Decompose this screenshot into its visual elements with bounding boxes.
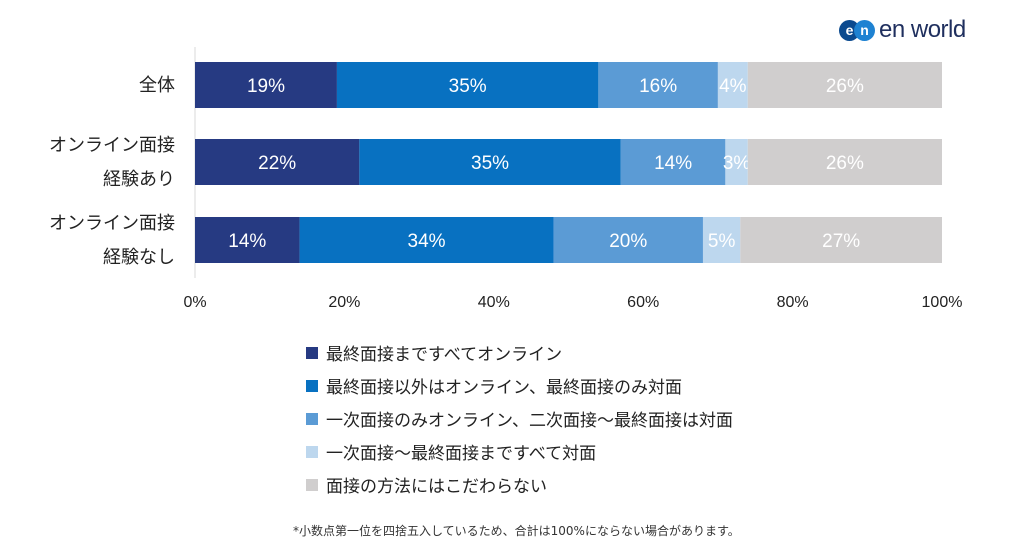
bar-segment [195, 139, 360, 185]
bar-segment [299, 217, 554, 263]
legend-label: 一次面接～最終面接まですべて対面 [326, 444, 597, 464]
bar-segment [359, 139, 621, 185]
data-label: 26% [826, 76, 864, 97]
x-tick-label: 100% [922, 294, 963, 311]
data-label: 34% [408, 231, 446, 252]
data-label: 5% [708, 231, 736, 252]
bar-segment [336, 62, 599, 108]
bar-segment [598, 62, 718, 108]
bar-segment [553, 217, 703, 263]
footnote: *小数点第一位を四捨五入しているため、合計は100%にならない場合があります。 [293, 524, 740, 538]
bar-segment [747, 62, 942, 108]
legend-item: 最終面接まですべてオンライン [306, 336, 733, 369]
chart-legend: 最終面接まですべてオンライン最終面接以外はオンライン、最終面接のみ対面一次面接の… [306, 336, 733, 501]
data-label: 4% [719, 76, 747, 97]
legend-item: 一次面接～最終面接まですべて対面 [306, 435, 733, 468]
legend-item: 面接の方法にはこだわらない [306, 468, 733, 501]
data-label: 27% [822, 231, 860, 252]
legend-swatch [306, 412, 318, 425]
category-label: 全体 [139, 75, 175, 96]
x-tick-label: 60% [627, 294, 659, 311]
data-label: 3% [723, 153, 751, 174]
bar-segment [747, 139, 942, 185]
data-label: 14% [228, 231, 266, 252]
legend-label: 一次面接のみオンライン、二次面接～最終面接は対面 [326, 411, 733, 431]
legend-item: 一次面接のみオンライン、二次面接～最終面接は対面 [306, 402, 733, 435]
bar-segment [620, 139, 726, 185]
bar-segment [195, 62, 337, 108]
bar-segment [195, 217, 300, 263]
data-label: 26% [826, 153, 864, 174]
legend-swatch [306, 445, 318, 458]
bar-segment [725, 139, 748, 185]
logo-mark: e n [839, 19, 875, 41]
data-label: 16% [639, 76, 677, 97]
logo-mark-n: n [854, 19, 875, 41]
data-label: 35% [471, 153, 509, 174]
category-label: 経験あり [103, 169, 175, 190]
category-label: オンライン面接 [49, 135, 175, 156]
x-tick-label: 80% [777, 294, 809, 311]
bar-segment [717, 62, 748, 108]
data-label: 19% [247, 76, 285, 97]
legend-label: 最終面接まですべてオンライン [326, 345, 563, 365]
data-label: 22% [258, 153, 296, 174]
x-tick-label: 0% [183, 294, 206, 311]
bar-segment [702, 217, 741, 263]
data-label: 35% [449, 76, 487, 97]
x-tick-label: 40% [478, 294, 510, 311]
enworld-logo: e n en world [839, 16, 966, 44]
legend-swatch [306, 379, 318, 392]
legend-label: 最終面接以外はオンライン、最終面接のみ対面 [326, 378, 682, 398]
category-label: オンライン面接 [49, 213, 175, 234]
legend-label: 面接の方法にはこだわらない [326, 477, 547, 497]
data-label: 20% [609, 231, 647, 252]
legend-swatch [306, 478, 318, 491]
legend-item: 最終面接以外はオンライン、最終面接のみ対面 [306, 369, 733, 402]
bar-segment [740, 217, 942, 263]
legend-swatch [306, 346, 318, 359]
x-tick-label: 20% [328, 294, 360, 311]
logo-wordmark: en world [879, 16, 966, 43]
data-label: 14% [654, 153, 692, 174]
category-label: 経験なし [103, 247, 175, 268]
